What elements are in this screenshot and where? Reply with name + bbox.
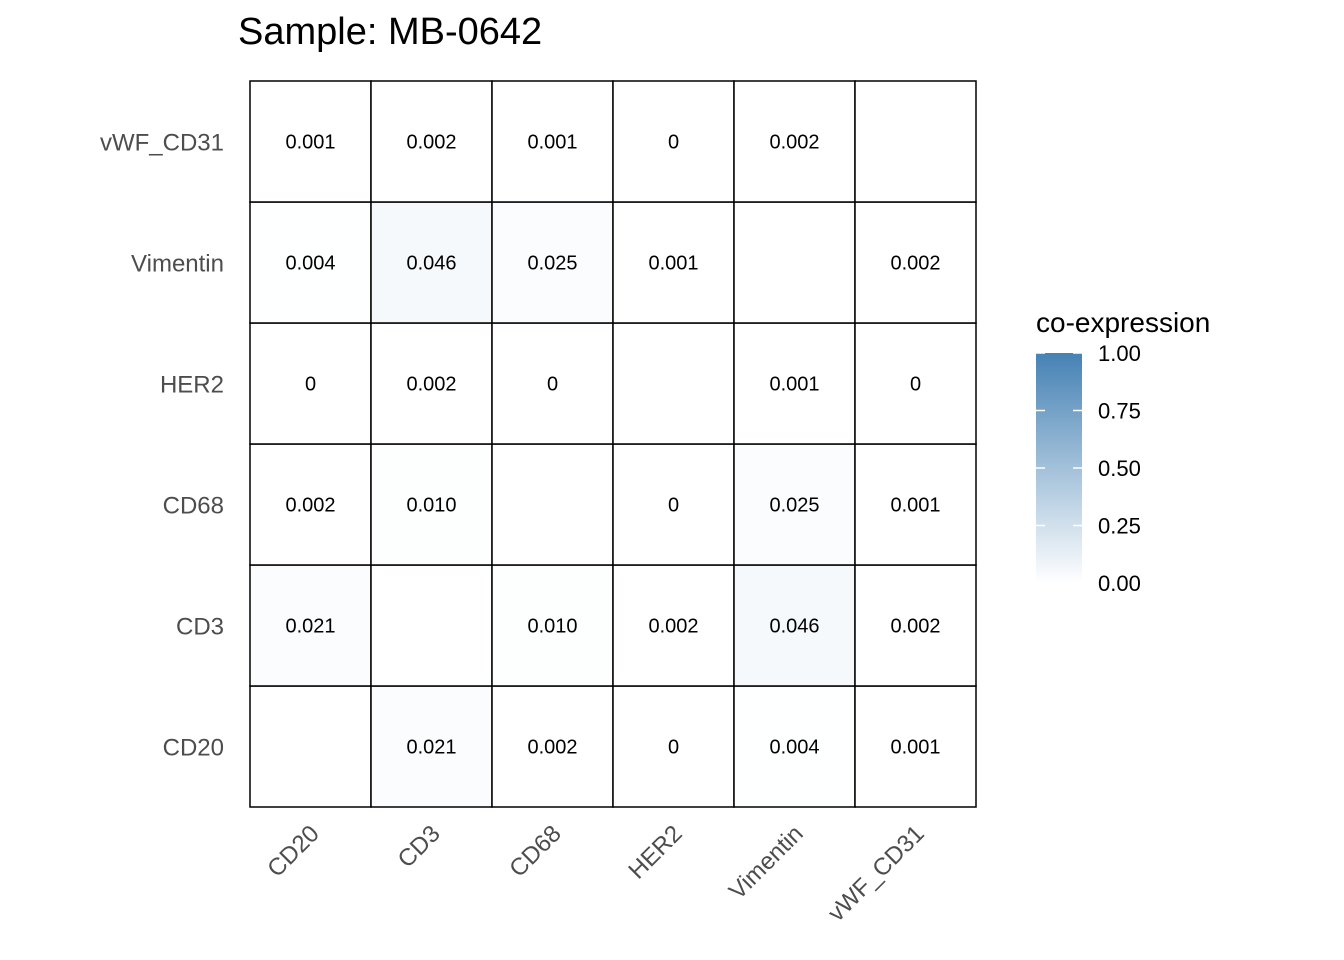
cell-value-label: 0: [910, 374, 921, 396]
chart-title: Sample: MB-0642: [238, 11, 542, 53]
heatmap-cell: [612, 322, 735, 445]
heatmap-cell: [491, 201, 614, 324]
cell-value-label: 0.046: [406, 253, 456, 275]
cell-value-label: 0.001: [527, 132, 577, 154]
cell-value-label: 0.010: [527, 616, 577, 638]
cell-value-label: 0.002: [406, 132, 456, 154]
y-tick-label: CD3: [176, 614, 224, 641]
heatmap-cell: [249, 685, 372, 808]
heatmap-cell: [733, 564, 856, 687]
heatmap-cell: [249, 322, 372, 445]
legend-tick-label: 1.00: [1098, 341, 1141, 366]
heatmap-cell: [370, 201, 493, 324]
legend-tick-label: 0.75: [1098, 399, 1141, 424]
heatmap-cell: [491, 443, 614, 566]
cell-value-label: 0: [668, 132, 679, 154]
cell-value-label: 0.002: [527, 737, 577, 759]
cell-value-label: 0.002: [285, 495, 335, 517]
heatmap-cell: [612, 201, 735, 324]
y-tick-label: CD20: [163, 735, 224, 762]
cell-value-label: 0.021: [285, 616, 335, 638]
color-legend: co-expression 1.00 0.75 0.50 0.25 0.00: [1036, 307, 1210, 596]
heatmap-cell: [854, 80, 977, 203]
cell-value-label: 0.001: [769, 374, 819, 396]
cell-value-label: 0.001: [285, 132, 335, 154]
cell-value-label: 0.001: [890, 495, 940, 517]
heatmap-cell: [854, 201, 977, 324]
heatmap-cell: [612, 685, 735, 808]
cell-value-label: 0.002: [890, 616, 940, 638]
heatmap-cell: [249, 564, 372, 687]
cell-value-label: 0.002: [648, 616, 698, 638]
cell-value-label: 0: [668, 737, 679, 759]
cell-value-label: 0.010: [406, 495, 456, 517]
cell-value-label: 0: [305, 374, 316, 396]
cell-value-label: 0.001: [890, 737, 940, 759]
y-axis-tick-labels: CD20 CD3 CD68 HER2 Vimentin vWF_CD31: [100, 130, 224, 762]
heatmap-cell-labels: 0.021 0.002 0 0.004 0.001 0.021 0.010 0.002 0.04…: [285, 132, 940, 759]
cell-value-label: 0.001: [648, 253, 698, 275]
cell-value-label: 0.002: [406, 374, 456, 396]
heatmap-cell: [733, 201, 856, 324]
legend-tick-label: 0.00: [1098, 571, 1141, 596]
heatmap-cell: [249, 443, 372, 566]
y-tick-label: HER2: [160, 372, 224, 399]
heatmap-cell: [612, 564, 735, 687]
legend-title: co-expression: [1036, 307, 1210, 338]
legend-tick-label: 0.50: [1098, 456, 1141, 481]
y-tick-label: CD68: [163, 493, 224, 520]
heatmap-cell: [370, 564, 493, 687]
heatmap-cell: [733, 80, 856, 203]
cell-value-label: 0: [547, 374, 558, 396]
heatmap-cell: [491, 322, 614, 445]
cell-value-label: 0: [668, 495, 679, 517]
heatmap-cell: [854, 685, 977, 808]
heatmap-cell: [612, 80, 735, 203]
heatmap-cell: [370, 322, 493, 445]
cell-value-label: 0.025: [769, 495, 819, 517]
heatmap-cell: [249, 80, 372, 203]
heatmap-cell: [733, 443, 856, 566]
cell-value-label: 0.002: [890, 253, 940, 275]
cell-value-label: 0.002: [769, 132, 819, 154]
heatmap-cell: [733, 322, 856, 445]
heatmap-cell: [491, 564, 614, 687]
heatmap-cell: [370, 443, 493, 566]
heatmap-cell: [612, 443, 735, 566]
cell-value-label: 0.004: [769, 737, 819, 759]
cell-value-label: 0.046: [769, 616, 819, 638]
legend-tick-label: 0.25: [1098, 514, 1141, 539]
heatmap-cell: [733, 685, 856, 808]
y-tick-label: vWF_CD31: [100, 130, 224, 157]
cell-value-label: 0.021: [406, 737, 456, 759]
cell-value-label: 0.025: [527, 253, 577, 275]
heatmap-cell: [854, 322, 977, 445]
heatmap-cell: [370, 685, 493, 808]
heatmap-cells: [249, 80, 977, 808]
legend-ticks: 1.00 0.75 0.50 0.25 0.00: [1036, 341, 1141, 596]
y-tick-label: Vimentin: [131, 251, 224, 278]
cell-value-label: 0.004: [285, 253, 335, 275]
heatmap-cell: [854, 443, 977, 566]
